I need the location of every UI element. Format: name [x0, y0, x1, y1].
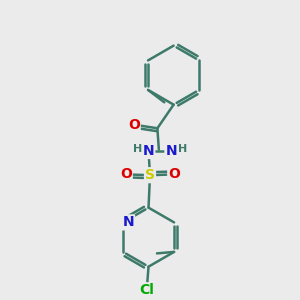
Text: S: S	[145, 168, 155, 182]
Text: O: O	[128, 118, 140, 132]
Text: O: O	[168, 167, 180, 181]
Text: N: N	[122, 215, 134, 230]
Text: Cl: Cl	[140, 283, 154, 297]
Text: N: N	[143, 144, 154, 158]
Text: H: H	[133, 144, 142, 154]
Text: H: H	[178, 144, 187, 154]
Text: O: O	[120, 167, 132, 181]
Text: N: N	[165, 144, 177, 158]
